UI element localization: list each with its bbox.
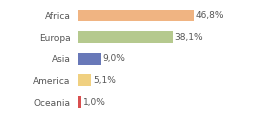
Text: 5,1%: 5,1% (93, 76, 116, 85)
Text: 46,8%: 46,8% (196, 11, 225, 20)
Bar (78, 10, 194, 21)
Bar (78, 31, 172, 43)
Bar (78, 96, 81, 108)
Bar (78, 53, 101, 65)
Text: 1,0%: 1,0% (83, 98, 106, 107)
Text: 38,1%: 38,1% (174, 33, 203, 42)
Text: 9,0%: 9,0% (102, 54, 125, 63)
Bar (78, 75, 91, 86)
